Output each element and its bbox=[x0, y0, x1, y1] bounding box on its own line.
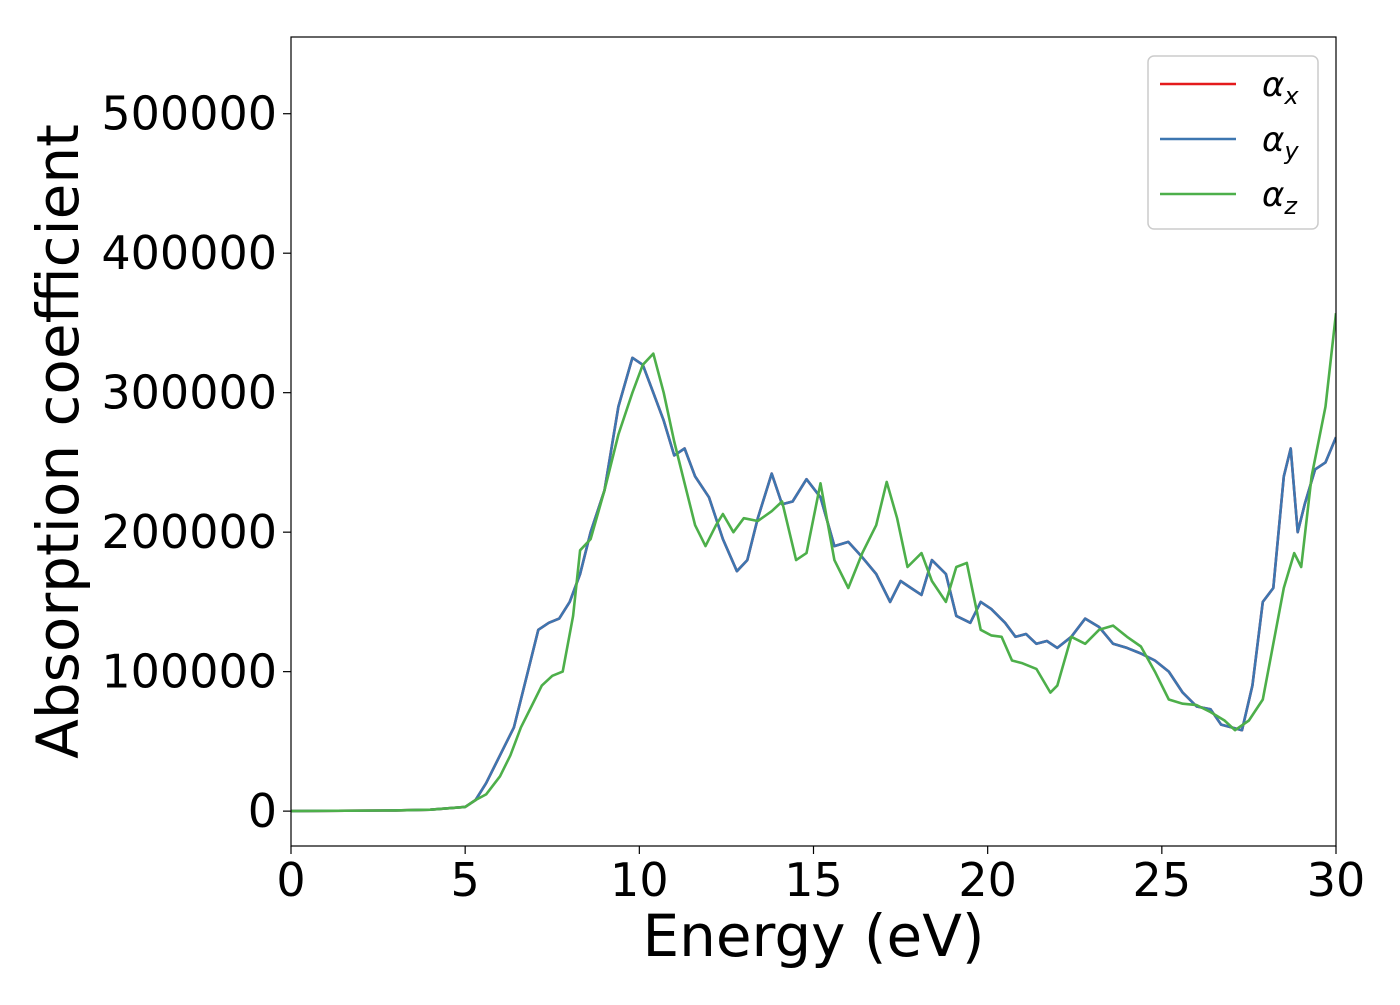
x-tick-label: 20 bbox=[958, 853, 1017, 907]
tick-layer: 0 5 10 15 20 25 30 0 100000 200000 300000 400000 500… bbox=[101, 87, 1365, 907]
series-line-y bbox=[291, 356, 1336, 813]
legend-subscript-z: z bbox=[1283, 192, 1298, 220]
legend-subscript-x: x bbox=[1283, 82, 1299, 110]
y-axis-label: Absorption coefficient bbox=[24, 124, 92, 759]
x-tick-label: 30 bbox=[1307, 853, 1366, 907]
y-tick-label: 400000 bbox=[101, 226, 277, 280]
y-tick-label: 500000 bbox=[101, 87, 277, 141]
x-axis-label: Energy (eV) bbox=[642, 902, 984, 970]
x-tick-label: 25 bbox=[1133, 853, 1192, 907]
legend-label-z: αz bbox=[1262, 175, 1298, 220]
series-line-x bbox=[291, 356, 1336, 813]
series-layer bbox=[291, 313, 1336, 813]
x-tick-label: 10 bbox=[610, 853, 669, 907]
x-tick-label: 5 bbox=[451, 853, 480, 907]
legend-subscript-y: y bbox=[1283, 137, 1299, 165]
y-tick-label: 200000 bbox=[101, 505, 277, 559]
x-tick-label: 15 bbox=[784, 853, 843, 907]
x-tick-label: 0 bbox=[276, 853, 305, 907]
y-tick-label: 100000 bbox=[101, 645, 277, 699]
legend-box bbox=[1147, 55, 1319, 230]
series-line-z bbox=[291, 313, 1336, 813]
y-tick-label: 300000 bbox=[101, 366, 277, 420]
y-tick-label: 0 bbox=[248, 784, 277, 838]
